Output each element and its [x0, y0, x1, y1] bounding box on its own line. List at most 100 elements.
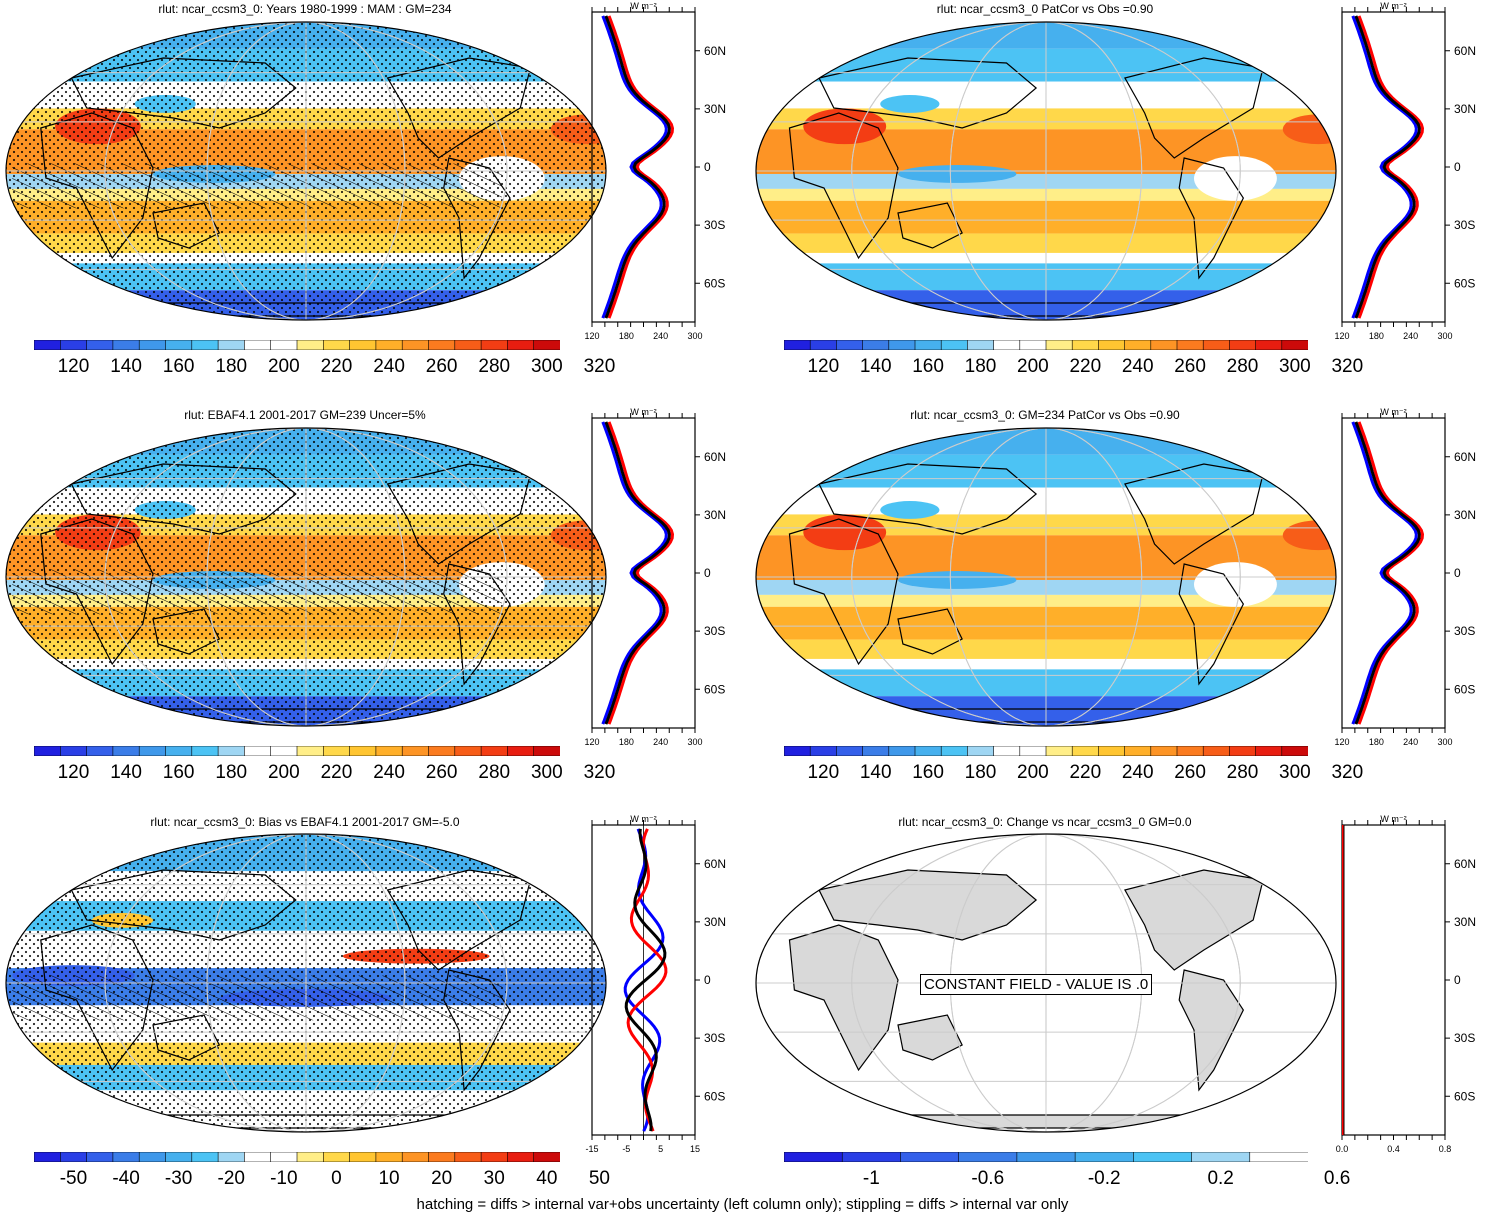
colorbar-tick-label: -30	[164, 1168, 193, 1189]
colorbar-swatch	[940, 746, 969, 756]
hatching-overlay	[12, 569, 502, 615]
colorbar-tick-label: 280	[1226, 762, 1259, 783]
colorbar-swatch	[349, 1152, 377, 1162]
colorbar-tick-label: 0	[331, 1168, 342, 1189]
colorbar-swatch	[59, 1152, 88, 1162]
panel-title: rlut: ncar_ccsm3_0 PatCor vs Obs =0.90	[936, 2, 1154, 16]
continent-outline	[788, 924, 899, 1072]
zonal-profile-bias: W m⁻² 60N 30N 0 30S 60S -15 -5 5 15	[585, 814, 726, 1154]
amazon-convection	[1194, 562, 1277, 607]
colorbar-swatch	[533, 746, 560, 756]
lat-tick-label: 30N	[704, 508, 726, 522]
lat-tick-label: 60S	[1454, 682, 1475, 696]
colorbar-tick-label: 140	[110, 356, 142, 377]
colorbar-tick-label: -1	[862, 1168, 880, 1189]
longitude-gridline	[851, 22, 1241, 320]
colorbar-swatch	[191, 746, 219, 756]
continent-outline	[1178, 969, 1245, 1092]
colorbar-swatch	[1176, 746, 1205, 756]
amazon-convection	[1194, 156, 1277, 201]
zonal-x-tick-label: 300	[1437, 737, 1452, 747]
colorbar-swatch	[1255, 746, 1283, 756]
colorbar-swatch	[165, 1152, 193, 1162]
colorbar-swatch	[59, 746, 88, 756]
zonal-x-tick-label: 5	[658, 1144, 663, 1154]
colorbar-swatch	[270, 340, 298, 350]
zonal-unit-label: W m⁻²	[1380, 814, 1406, 824]
colorbar-tick-label: 200	[267, 762, 300, 783]
colorbar-swatch	[138, 746, 167, 756]
colorbar-swatch	[1071, 746, 1100, 756]
colorbar-tick-label: 300	[1279, 762, 1311, 783]
zonal-x-tick-label: 180	[619, 737, 634, 747]
zonal-line-model	[624, 828, 667, 1132]
colorbar-swatch	[454, 340, 482, 350]
lat-tick-label: 60N	[704, 44, 726, 58]
colorbar-swatch	[349, 746, 377, 756]
colorbar-tick-label: 220	[1069, 356, 1102, 377]
colorbar-tick-label: 10	[378, 1168, 400, 1189]
colorbar-full	[784, 340, 1308, 350]
colorbar-swatch	[138, 340, 167, 350]
zonal-x-tick-label: -15	[585, 1144, 598, 1154]
colorbar-swatch	[244, 746, 272, 756]
zonal-frame	[1341, 417, 1446, 729]
colorbar-tick-label: 160	[912, 762, 944, 783]
lat-tick-label: 30S	[1454, 218, 1475, 232]
colorbar-tick-label: 280	[1226, 356, 1259, 377]
colorbar-tick-label: 320	[1331, 762, 1364, 783]
colorbar-tick-label: 260	[425, 356, 458, 377]
zonal-x-tick-label: 300	[1437, 331, 1452, 341]
colorbar-swatch	[296, 746, 325, 756]
colorbar-swatch	[967, 746, 995, 756]
lat-tick-label: 60N	[704, 450, 726, 464]
colorbar-swatch	[244, 340, 272, 350]
colorbar-swatch	[1124, 746, 1152, 756]
colorbar-tick-label: 20	[431, 1168, 453, 1189]
longitude-gridline	[206, 22, 406, 320]
zonal-profile-model-climatology: W m⁻² 60N 30N 0 30S 60S 120 180 240 300	[584, 1, 726, 341]
colorbar-swatch	[1202, 746, 1231, 756]
map-bias	[5, 833, 607, 1133]
colorbar-tick-label: 200	[1017, 762, 1049, 783]
zonal-line-model-alt	[626, 828, 668, 1132]
warm-pool-minimum	[898, 165, 1017, 183]
colorbar-swatch	[454, 1152, 482, 1162]
colorbar-tick-label: 160	[162, 356, 195, 377]
zonal-profile-change: W m⁻² 60N 30N 0 30S 60S 0.0 0.4 0.8	[1336, 814, 1476, 1154]
colorbar-full	[34, 340, 560, 350]
lat-tick-label: 0	[1454, 160, 1461, 174]
figure-footnote: hatching = diffs > internal var+obs unce…	[416, 1196, 1069, 1213]
zonal-x-tick-label: 180	[619, 331, 634, 341]
colorbar-tick-label: 180	[964, 356, 997, 377]
zonal-x-tick-label: 15	[690, 1144, 700, 1154]
warm-pool-minimum	[898, 571, 1017, 589]
colorbar-swatch	[480, 340, 509, 350]
colorbar-swatch	[1229, 746, 1257, 756]
colorbar-tick-label: 320	[1331, 356, 1364, 377]
colorbar-swatch	[428, 746, 456, 756]
lat-tick-label: 60S	[704, 1089, 725, 1103]
colorbar-swatch	[401, 1152, 430, 1162]
colorbar-tick-label: 50	[588, 1168, 611, 1189]
map-border	[755, 21, 1337, 321]
colorbar-swatch	[862, 746, 890, 756]
zonal-frame	[1341, 11, 1446, 323]
colorbar-tick-label: 240	[373, 762, 405, 783]
zonal-line-model	[604, 15, 671, 319]
constant-field-message: CONSTANT FIELD - VALUE IS .0	[920, 974, 1153, 995]
colorbar-swatch	[191, 1152, 219, 1162]
colorbar-swatch	[900, 1152, 960, 1162]
colorbar-tick-label: -40	[112, 1168, 140, 1189]
colorbar-tick-label: 0.6	[1323, 1168, 1351, 1189]
colorbar-swatch	[1281, 340, 1308, 350]
colorbar-swatch	[1071, 340, 1100, 350]
tibet-minimum	[880, 501, 940, 519]
colorbar-swatch	[1150, 340, 1178, 350]
colorbar-swatch	[836, 340, 864, 350]
colorbar-swatch	[1016, 1152, 1076, 1162]
zonal-x-tick-label: 240	[1403, 737, 1418, 747]
colorbar-swatch	[270, 1152, 298, 1162]
zonal-unit-label: W m⁻²	[630, 1, 656, 11]
colorbar-swatch	[165, 340, 193, 350]
